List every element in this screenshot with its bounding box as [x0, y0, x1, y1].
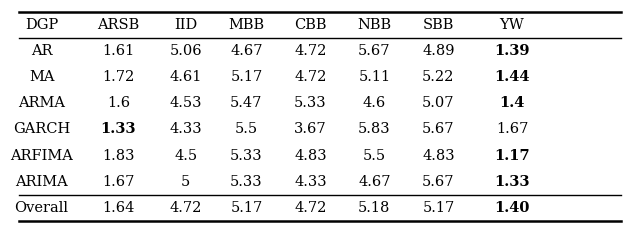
- Text: 4.89: 4.89: [422, 44, 454, 58]
- Text: 5.67: 5.67: [422, 175, 454, 189]
- Text: 5.5: 5.5: [363, 149, 386, 162]
- Text: 5.47: 5.47: [230, 96, 262, 110]
- Text: 5.67: 5.67: [358, 44, 390, 58]
- Text: 5.83: 5.83: [358, 122, 390, 137]
- Text: 4.61: 4.61: [170, 70, 202, 84]
- Text: 5.18: 5.18: [358, 201, 390, 215]
- Text: 1.39: 1.39: [494, 44, 530, 58]
- Text: 1.6: 1.6: [107, 96, 130, 110]
- Text: 1.40: 1.40: [494, 201, 530, 215]
- Text: 4.83: 4.83: [294, 149, 326, 162]
- Text: 1.64: 1.64: [102, 201, 134, 215]
- Text: 5: 5: [181, 175, 190, 189]
- Text: MBB: MBB: [228, 18, 264, 32]
- Text: 1.33: 1.33: [100, 122, 136, 137]
- Text: ARMA: ARMA: [18, 96, 65, 110]
- Text: 3.67: 3.67: [294, 122, 326, 137]
- Text: 4.72: 4.72: [170, 201, 202, 215]
- Text: 5.67: 5.67: [422, 122, 454, 137]
- Text: 5.17: 5.17: [230, 70, 262, 84]
- Text: 5.5: 5.5: [235, 122, 258, 137]
- Text: AR: AR: [31, 44, 52, 58]
- Text: 5.07: 5.07: [422, 96, 454, 110]
- Text: Overall: Overall: [15, 201, 68, 215]
- Text: IID: IID: [174, 18, 197, 32]
- Text: 4.53: 4.53: [170, 96, 202, 110]
- Text: ARIMA: ARIMA: [15, 175, 68, 189]
- Text: 5.22: 5.22: [422, 70, 454, 84]
- Text: SBB: SBB: [422, 18, 454, 32]
- Text: 5.17: 5.17: [422, 201, 454, 215]
- Text: MA: MA: [29, 70, 54, 84]
- Text: 4.72: 4.72: [294, 44, 326, 58]
- Text: DGP: DGP: [25, 18, 58, 32]
- Text: 1.4: 1.4: [499, 96, 525, 110]
- Text: 1.61: 1.61: [102, 44, 134, 58]
- Text: 4.67: 4.67: [230, 44, 262, 58]
- Text: 4.6: 4.6: [363, 96, 386, 110]
- Text: 5.33: 5.33: [230, 149, 262, 162]
- Text: 5.17: 5.17: [230, 201, 262, 215]
- Text: 1.67: 1.67: [102, 175, 134, 189]
- Text: 4.67: 4.67: [358, 175, 390, 189]
- Text: 4.33: 4.33: [294, 175, 326, 189]
- Text: ARFIMA: ARFIMA: [10, 149, 73, 162]
- Text: CBB: CBB: [294, 18, 326, 32]
- Text: 5.33: 5.33: [294, 96, 326, 110]
- Text: 1.67: 1.67: [496, 122, 528, 137]
- Text: 5.06: 5.06: [170, 44, 202, 58]
- Text: 1.83: 1.83: [102, 149, 134, 162]
- Text: 1.33: 1.33: [494, 175, 530, 189]
- Text: YW: YW: [500, 18, 524, 32]
- Text: 5.33: 5.33: [230, 175, 262, 189]
- Text: 4.72: 4.72: [294, 70, 326, 84]
- Text: 5.11: 5.11: [358, 70, 390, 84]
- Text: 4.33: 4.33: [170, 122, 202, 137]
- Text: 1.44: 1.44: [494, 70, 530, 84]
- Text: 1.72: 1.72: [102, 70, 134, 84]
- Text: 4.5: 4.5: [174, 149, 197, 162]
- Text: 4.83: 4.83: [422, 149, 454, 162]
- Text: 4.72: 4.72: [294, 201, 326, 215]
- Text: ARSB: ARSB: [97, 18, 140, 32]
- Text: GARCH: GARCH: [13, 122, 70, 137]
- Text: NBB: NBB: [357, 18, 392, 32]
- Text: 1.17: 1.17: [494, 149, 530, 162]
